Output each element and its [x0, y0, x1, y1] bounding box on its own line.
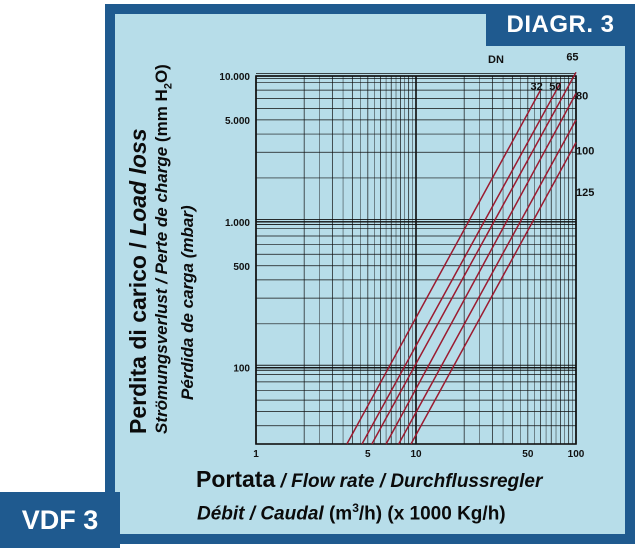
x-tick-label: 1	[253, 449, 259, 460]
y-tick-label: 100	[233, 364, 250, 375]
curve-dn-50	[361, 82, 562, 445]
diagram-number-tag: DIAGR. 3	[486, 4, 635, 46]
curve-dn-32	[346, 89, 542, 445]
x-tick-label: 10	[410, 449, 422, 460]
x-axis-label-line2: Débit / Caudal (m3/h) (x 1000 Kg/h)	[197, 501, 506, 525]
curve-dn-65	[371, 71, 577, 445]
curve-dn-100	[398, 119, 577, 445]
x-tick-label: 100	[568, 449, 585, 460]
y-tick-label: 10.000	[219, 72, 250, 83]
y-tick-label: 1.000	[225, 218, 250, 229]
plot-panel	[115, 14, 625, 534]
grid	[255, 73, 577, 445]
curve-label-dn-100: 100	[576, 145, 594, 157]
y-tick-label: 5.000	[225, 116, 250, 127]
curve-label-dn-32: 32	[531, 81, 543, 93]
x-tick-label: 50	[522, 449, 534, 460]
curve-label-dn-65: 65	[566, 51, 578, 63]
curve-dn-125	[410, 142, 577, 445]
curve-label-dn-50: 50	[549, 81, 561, 93]
x-tick-label: 5	[365, 449, 371, 460]
y-tick-label: 500	[233, 262, 250, 273]
tick-labels: 32 50 65 80 100 125 DN 1 5 10 50 100 100 500 1.000 5.00…	[219, 51, 594, 460]
plot-border	[255, 75, 577, 445]
curve-label-dn-125: 125	[576, 187, 594, 199]
curve-dn-80	[385, 93, 577, 445]
curve-label-dn-80: 80	[576, 91, 588, 103]
x-axis-label-line1: Portata / Flow rate / Durchflussregler	[196, 466, 543, 492]
model-tag: VDF 3	[0, 492, 120, 548]
legend-title-dn: DN	[488, 54, 504, 66]
curves	[346, 71, 577, 445]
